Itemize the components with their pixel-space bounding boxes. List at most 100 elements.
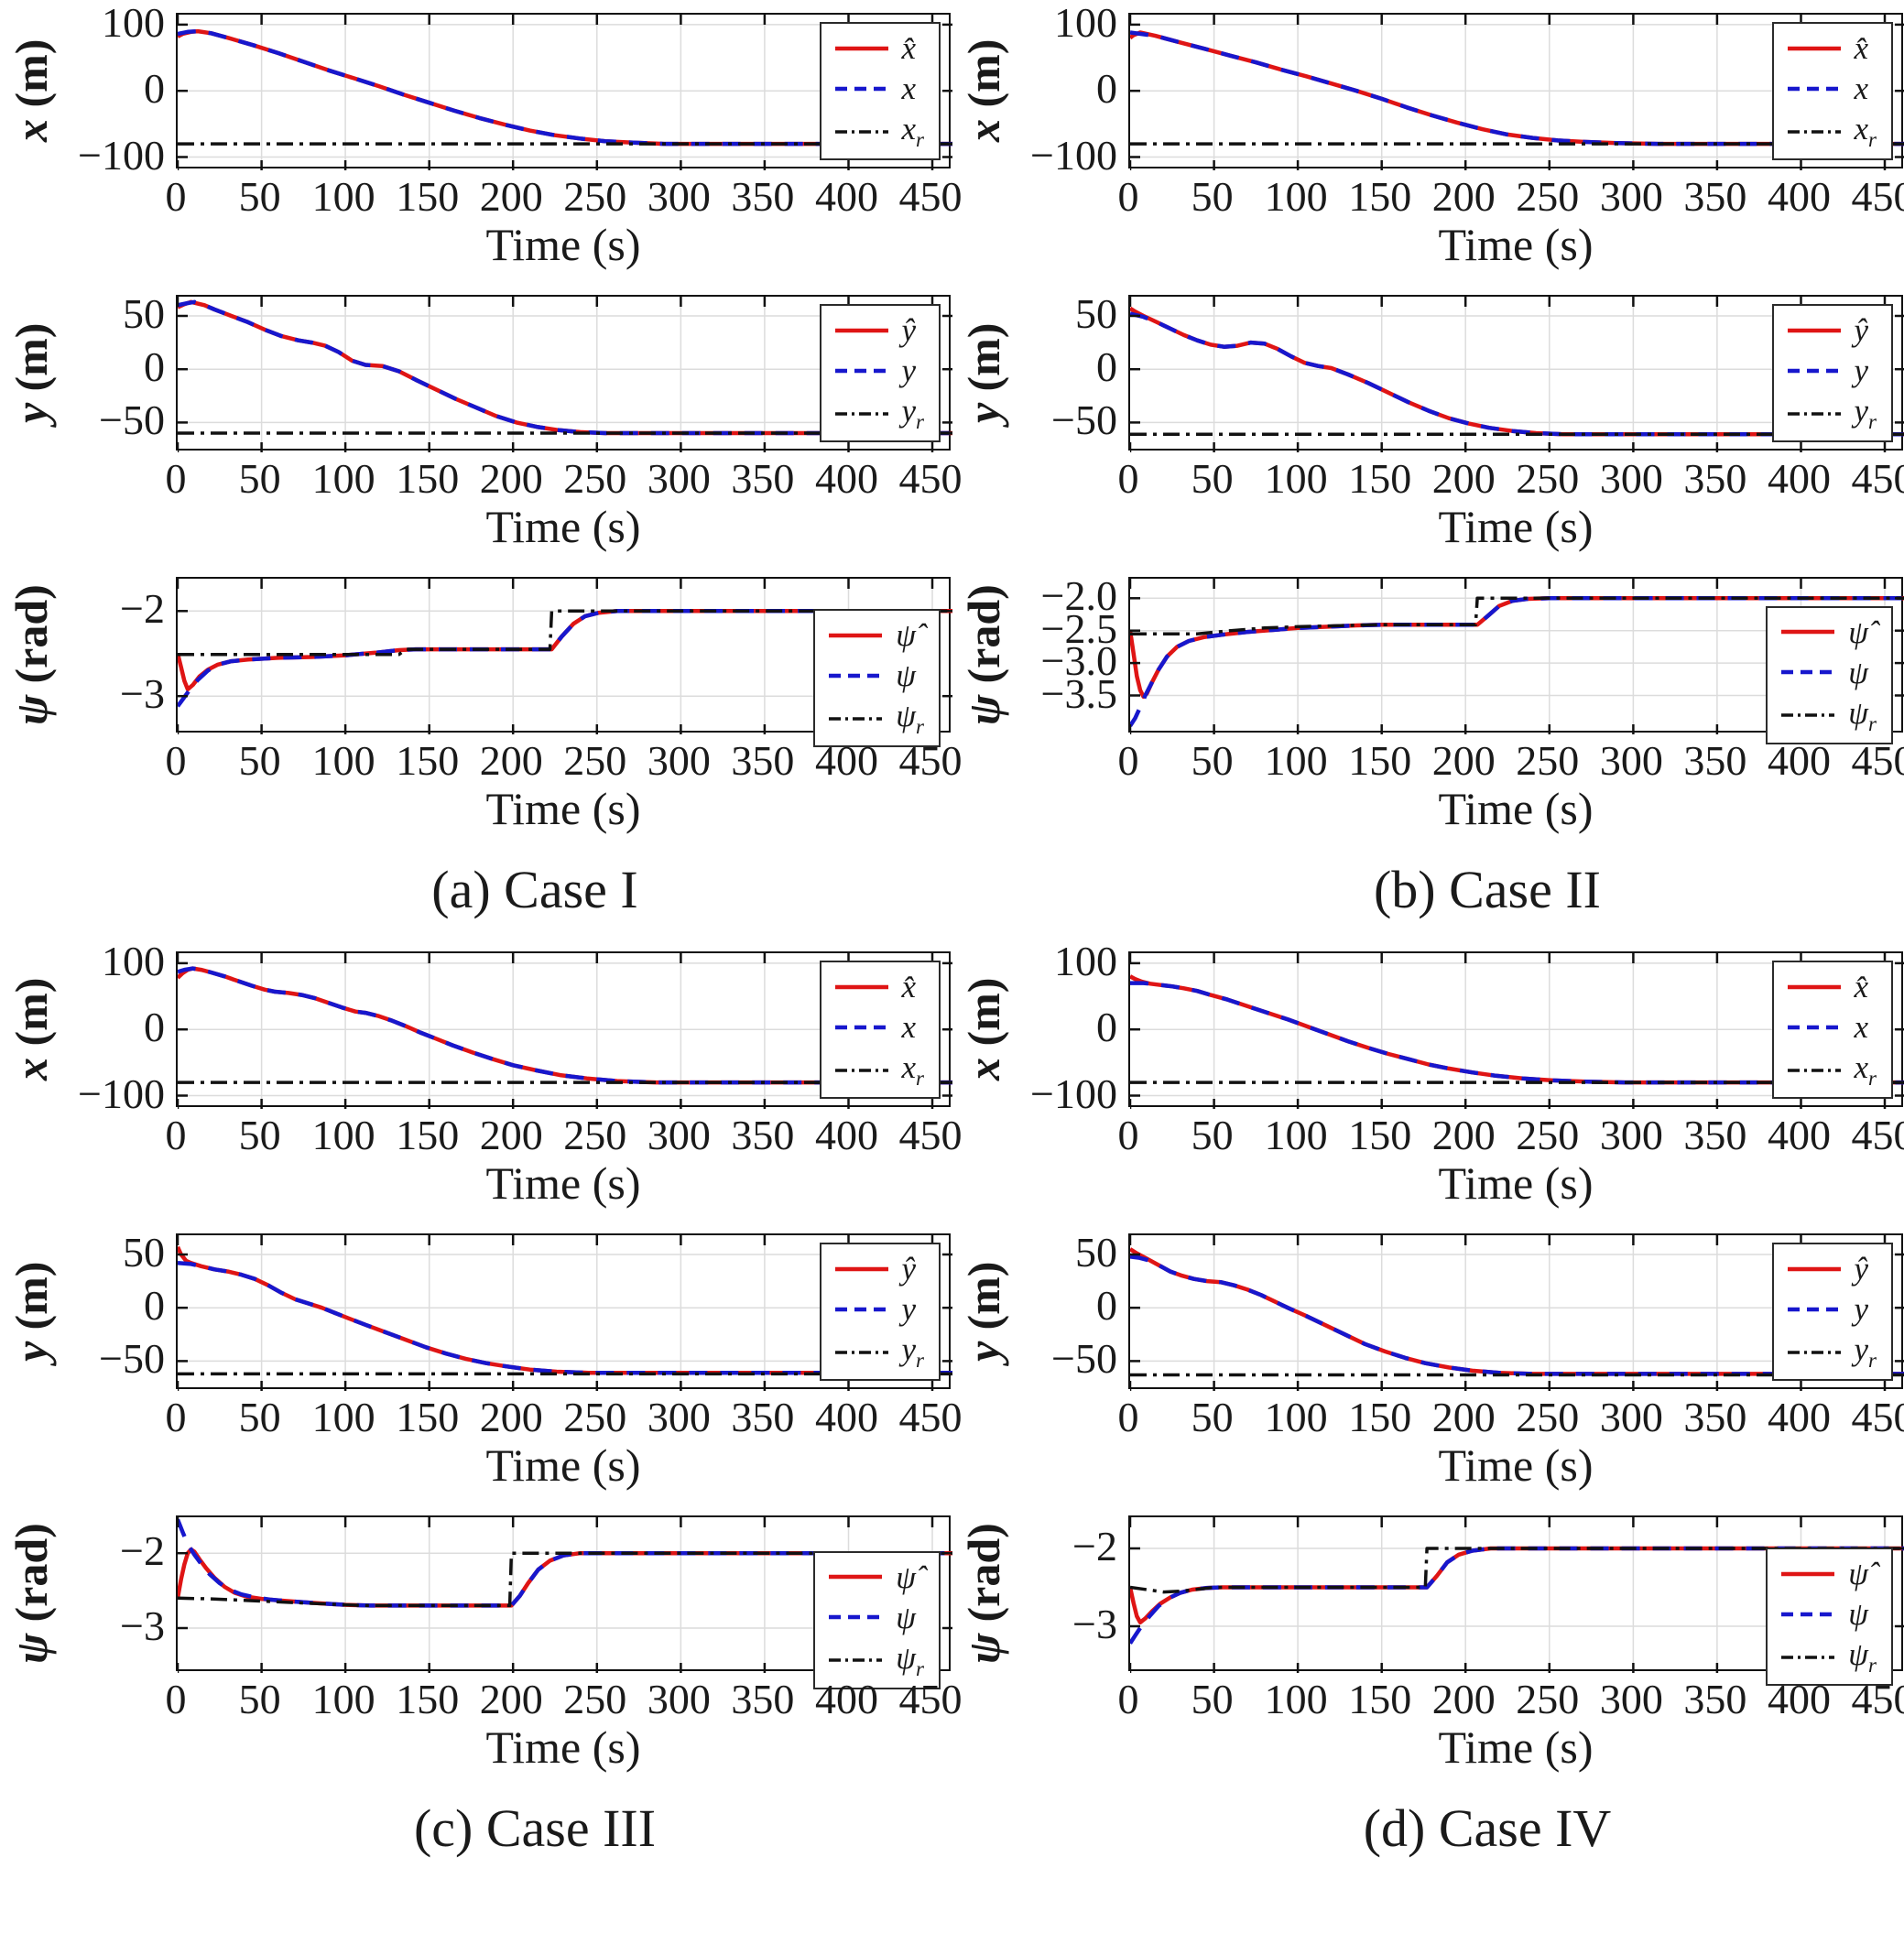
x-tick-label: 350 [731, 173, 795, 220]
y-axis-unit: (rad) [5, 583, 57, 695]
subplot-c-psi: ψ (rad) −2 −3 ψ̂ ψ ψr 0 50 100 150 200 250 300 350 400… [5, 1515, 963, 1774]
x-tick-label: 350 [1683, 455, 1747, 502]
psi-reference-legend-line-sample [1781, 713, 1835, 718]
y-tick-label: 0 [1096, 65, 1117, 113]
legend-item-y-estimate: ŷ [833, 314, 925, 346]
panel-b-caption: (b) Case II [1373, 860, 1601, 919]
x-tick-label: 100 [311, 1676, 375, 1722]
y-tick-label: −2.0 [1040, 572, 1117, 620]
plot-c-y: ŷ y yr 0 50 100 150 200 250 300 350 400 450 Time (s) [166, 1233, 963, 1492]
x-tick-labels-d-x: 0 50 100 150 200 250 300 350 400 450 [1118, 1107, 1904, 1158]
y-estimate-legend-line-sample [1787, 1266, 1841, 1272]
y-axis-variable: ψ [5, 694, 57, 726]
panel-b: x (m) 100 0 −100 x̂ x xr 0 50 100 150 200 250 300 350 4… [958, 1, 1904, 951]
x-tick-label: 100 [311, 173, 375, 220]
axes-d-y: ŷ y yr [1128, 1233, 1904, 1391]
legend-label-y-true: y [901, 353, 917, 389]
plot-a-psi: ψ̂ ψ ψr 0 50 100 150 200 250 300 350 400 450 Time (s) [166, 577, 963, 835]
x-reference-legend-line-sample [1787, 130, 1841, 134]
legend-d-y: ŷ y yr [1771, 1243, 1893, 1382]
x-tick-label: 250 [1516, 1394, 1580, 1440]
y-tick-label: −3 [120, 670, 165, 718]
x-tick-label: 400 [1768, 1676, 1831, 1722]
y-tick-label: 100 [102, 937, 165, 984]
legend-item-y-reference: yr [1786, 1333, 1877, 1371]
x-tick-label: 450 [1851, 1676, 1904, 1722]
x-tick-label: 50 [1191, 455, 1234, 502]
legend-label-psi-true: ψ [1848, 1596, 1869, 1633]
x-tick-label: 200 [1431, 455, 1496, 502]
legend-label-psi-estimate: ψ̂ [896, 617, 917, 654]
b-psi-psi-true-line [1130, 596, 1904, 728]
x-tick-label: 100 [1264, 1676, 1328, 1722]
legend-label-x-reference: xr [901, 111, 925, 152]
legend-item-y-estimate: ŷ [1786, 314, 1877, 346]
y-axis-variable: x [5, 1058, 57, 1081]
y-estimate-legend-line-sample [834, 1266, 888, 1272]
panel-c: x (m) 100 0 −100 x̂ x xr 0 50 100 150 200 250 300 350 4… [5, 939, 963, 1890]
x-tick-label: 50 [238, 173, 281, 220]
x-tick-label: 300 [647, 1112, 711, 1158]
subplot-c-y: y (m) 50 0 −50 ŷ y yr 0 50 100 150 200 250 300 350 400… [5, 1232, 963, 1492]
legend-label-x-reference: xr [1854, 1049, 1877, 1091]
legend-a-x: x̂ x xr [819, 22, 941, 161]
x-tick-label: 150 [396, 1394, 460, 1440]
legend-item-x-estimate: x̂ [1786, 971, 1877, 1003]
x-estimate-legend-line-sample [834, 46, 888, 51]
x-tick-label: 250 [563, 173, 627, 220]
x-tick-label: 450 [1851, 455, 1904, 502]
y-tick-label: −2.5 [1040, 604, 1117, 652]
x-tick-label: 0 [1117, 455, 1139, 502]
legend-label-x-estimate: x̂ [901, 30, 917, 67]
x-estimate-legend-line-sample [1787, 46, 1841, 51]
x-tick-label: 450 [898, 173, 963, 220]
axes-b-x: x̂ x xr [1128, 13, 1904, 170]
y-tick-label: −3.0 [1040, 637, 1117, 685]
x-tick-label: 300 [1599, 737, 1663, 784]
legend-label-x-estimate: x̂ [901, 969, 917, 1005]
x-axis-label-a-y: Time (s) [485, 501, 641, 552]
x-tick-label: 400 [815, 737, 878, 784]
plot-d-y: ŷ y yr 0 50 100 150 200 250 300 350 400 450 Time (s) [1118, 1233, 1904, 1492]
y-tick-label: 100 [102, 0, 165, 46]
panel-c-charts: x (m) 100 0 −100 x̂ x xr 0 50 100 150 200 250 300 350 4… [5, 939, 963, 1774]
x-tick-label: 250 [563, 455, 627, 502]
subplot-b-y: y (m) 50 0 −50 ŷ y yr 0 50 100 150 200 250 300 350 400… [958, 293, 1904, 553]
panel-d-charts: x (m) 100 0 −100 x̂ x xr 0 50 100 150 200 250 300 350 4… [958, 939, 1904, 1774]
y-axis-variable: x [958, 119, 1009, 143]
y-tick-labels-c-x: 100 0 −100 [57, 939, 176, 1114]
y-tick-label: −3.5 [1040, 669, 1117, 717]
x-axis-label-b-psi: Time (s) [1438, 783, 1594, 834]
legend-item-x-reference: xr [833, 1051, 924, 1089]
x-tick-label: 0 [1117, 173, 1139, 220]
panel-c-caption: (c) Case III [413, 1798, 657, 1858]
x-true-legend-line-sample [1787, 1025, 1841, 1030]
panel-a-charts: x (m) 100 0 −100 x̂ x xr 0 50 100 150 200 250 300 350 4… [5, 1, 963, 835]
x-tick-label: 350 [1683, 1676, 1747, 1722]
x-tick-label: 300 [1599, 1112, 1663, 1158]
x-tick-label: 450 [1851, 1394, 1904, 1440]
x-tick-label: 250 [1516, 173, 1580, 220]
panel-d: x (m) 100 0 −100 x̂ x xr 0 50 100 150 200 250 300 350 4… [958, 939, 1904, 1890]
legend-item-y-reference: yr [833, 1333, 924, 1371]
subplot-d-y: y (m) 50 0 −50 ŷ y yr 0 50 100 150 200 250 300 350 400… [958, 1232, 1904, 1492]
y-true-legend-line-sample [834, 368, 888, 374]
legend-item-y-estimate: ŷ [833, 1253, 925, 1285]
x-tick-label: 300 [1599, 1394, 1663, 1440]
x-tick-label: 150 [1348, 455, 1412, 502]
y-tick-label: −3 [120, 1602, 165, 1649]
x-tick-label: 0 [165, 173, 187, 220]
legend-item-y-true: y [1786, 1293, 1877, 1325]
x-axis-label-a-x: Time (s) [485, 219, 641, 270]
y-tick-label: 0 [144, 343, 165, 391]
y-tick-labels-a-psi: −2 −3 [57, 577, 176, 733]
x-axis-label-c-y: Time (s) [485, 1439, 641, 1491]
legend-item-x-reference: xr [833, 111, 925, 152]
x-tick-label: 0 [165, 1394, 187, 1440]
x-tick-labels-b-x: 0 50 100 150 200 250 300 350 400 450 [1118, 168, 1904, 220]
legend-item-psi-reference: ψr [827, 700, 924, 737]
y-tick-label: 50 [123, 290, 165, 337]
panel-b-charts: x (m) 100 0 −100 x̂ x xr 0 50 100 150 200 250 300 350 4… [958, 1, 1904, 835]
x-tick-labels-c-x: 0 50 100 150 200 250 300 350 400 450 [166, 1107, 963, 1158]
plot-b-y: ŷ y yr 0 50 100 150 200 250 300 350 400 450 Time (s) [1118, 295, 1904, 553]
